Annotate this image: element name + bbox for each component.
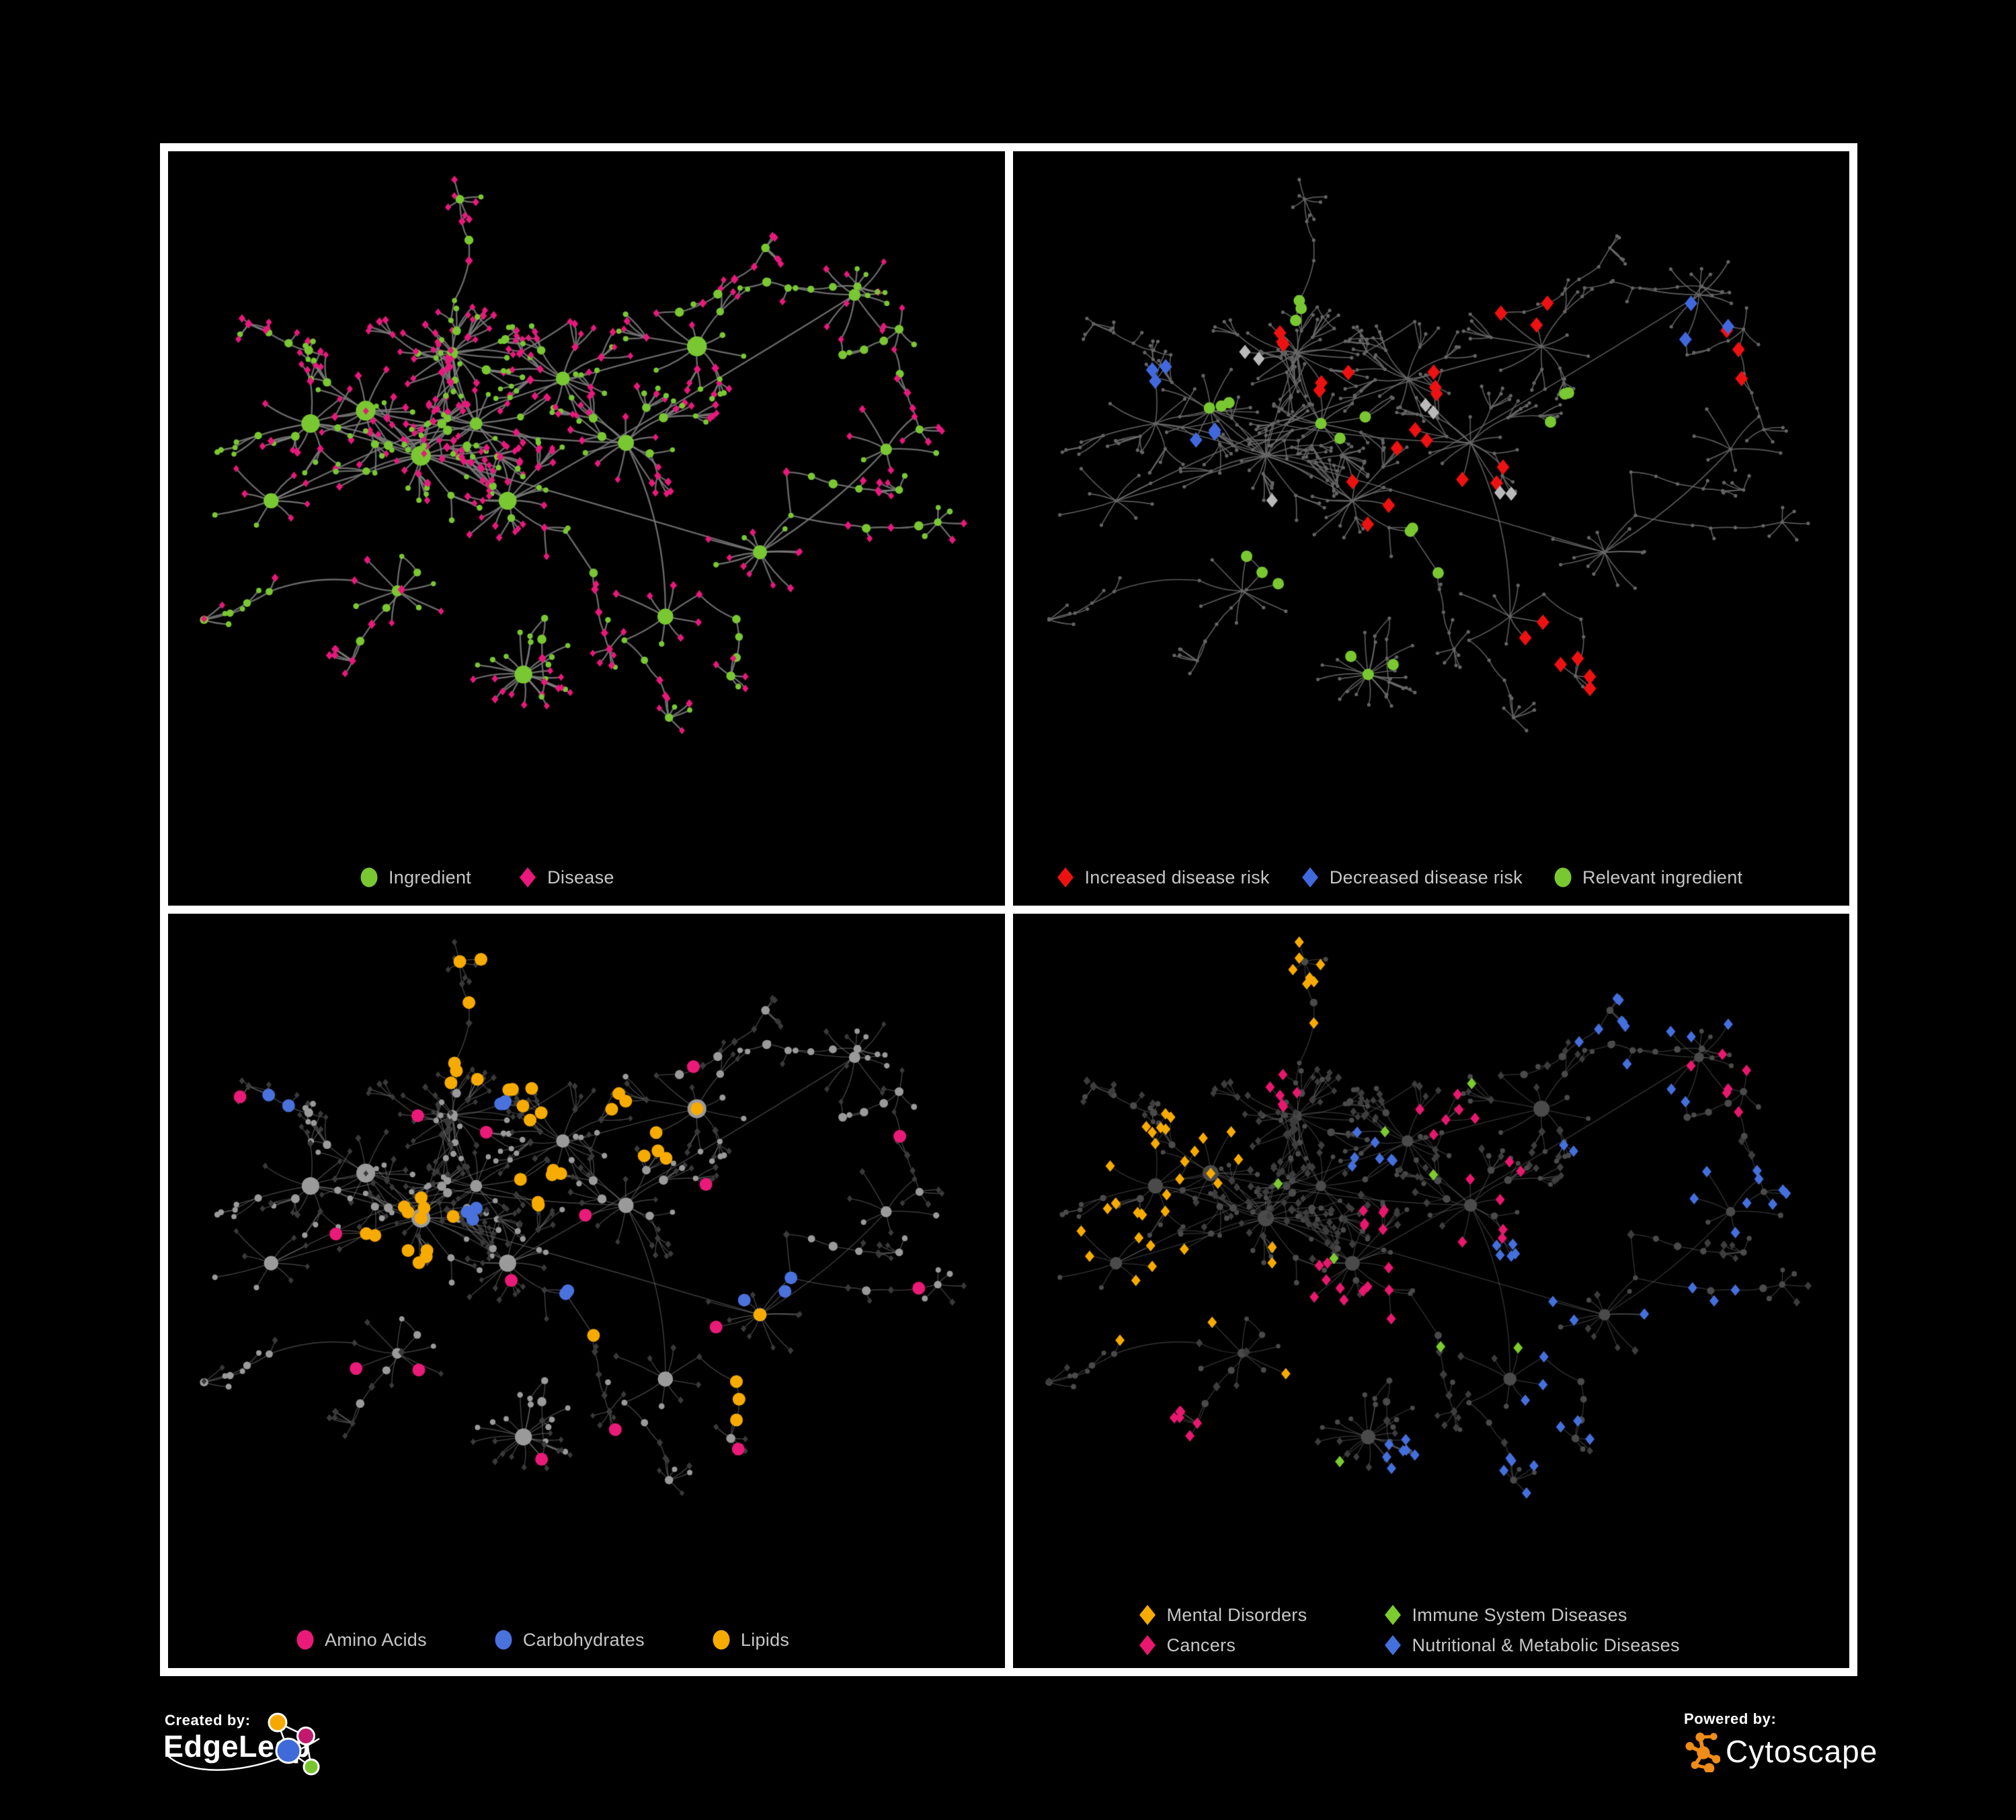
- edgeleap-node-orange: [268, 1712, 288, 1733]
- network-canvas-nutrient-classes: [168, 914, 1005, 1668]
- cytoscape-branding: Powered by: Cytoscape: [1684, 1710, 1878, 1788]
- edgeleap-node-blue: [275, 1737, 302, 1764]
- legend-item-decreased-disease-risk: Decreased disease risk: [1301, 867, 1523, 888]
- legend-item-disease: Disease: [518, 867, 614, 888]
- legend-item-cancers: Cancers: [1138, 1634, 1383, 1656]
- legend-label: Mental Disorders: [1166, 1604, 1307, 1625]
- edgeleap-node-green: [303, 1758, 320, 1776]
- legend-label: Amino Acids: [325, 1629, 427, 1650]
- circle-marker-icon: [1554, 867, 1572, 887]
- legend-label: Increased disease risk: [1084, 867, 1270, 887]
- legend-disease-classes: Mental Disorders Immune System Diseases Ca…: [1138, 1604, 1680, 1656]
- legend-label: Ingredient: [389, 867, 472, 887]
- edgeleap-node-magenta: [296, 1727, 315, 1745]
- legend-label: Cancers: [1166, 1634, 1236, 1655]
- diamond-marker-icon: [1384, 1635, 1401, 1655]
- circle-marker-icon: [360, 867, 378, 887]
- circle-marker-icon: [296, 1630, 314, 1650]
- diamond-marker-icon: [1139, 1605, 1156, 1625]
- panel-nutrient-classes: Amino Acids Carbohydrates Lipids: [168, 914, 1005, 1668]
- edgeleap-logo-icon: [165, 1712, 320, 1776]
- legend-item-mental-disorders: Mental Disorders: [1138, 1604, 1383, 1626]
- diamond-marker-icon: [1139, 1635, 1156, 1655]
- figure-frame: Ingredient Disease Increased disease risk…: [160, 143, 1857, 1676]
- legend-label: Decreased disease risk: [1329, 867, 1523, 887]
- network-canvas-disease-risk: [1012, 151, 1849, 906]
- legend-item-increased-disease-risk: Increased disease risk: [1056, 867, 1270, 888]
- legend-label: Disease: [547, 867, 614, 887]
- legend-item-amino-acids: Amino Acids: [296, 1629, 427, 1651]
- diamond-marker-icon: [1384, 1605, 1401, 1625]
- legend-item-nutritional-metabolic-diseases: Nutritional & Metabolic Diseases: [1383, 1634, 1680, 1656]
- network-canvas-ingredient-disease: [168, 151, 1005, 906]
- edgeleap-branding: Created by: EdgeLeap: [163, 1712, 333, 1786]
- legend-disease-risk: Increased disease risk Decreased disease …: [1056, 867, 1743, 888]
- cytoscape-wordmark: Cytoscape: [1726, 1734, 1878, 1769]
- legend-item-lipids: Lipids: [712, 1629, 789, 1651]
- legend-label: Relevant ingredient: [1582, 867, 1743, 887]
- diamond-marker-icon: [1057, 867, 1074, 887]
- diamond-marker-icon: [520, 867, 536, 887]
- panel-disease-classes: Mental Disorders Immune System Diseases Ca…: [1012, 914, 1849, 1668]
- legend-item-ingredient: Ingredient: [360, 867, 471, 888]
- legend-item-carbohydrates: Carbohydrates: [494, 1629, 645, 1651]
- legend-label: Carbohydrates: [522, 1629, 645, 1650]
- panel-ingredient-disease: Ingredient Disease: [168, 151, 1005, 906]
- panel-disease-risk: Increased disease risk Decreased disease …: [1012, 151, 1849, 906]
- legend-label: Lipids: [740, 1629, 790, 1650]
- network-canvas-disease-classes: [1012, 914, 1849, 1668]
- created-by-label: Created by:: [165, 1712, 251, 1729]
- circle-marker-icon: [495, 1630, 512, 1650]
- legend-ingredient-disease: Ingredient Disease: [360, 867, 614, 888]
- legend-label: Nutritional & Metabolic Diseases: [1412, 1634, 1680, 1655]
- circle-marker-icon: [713, 1630, 730, 1650]
- cytoscape-logo-icon: [1685, 1733, 1720, 1772]
- legend-nutrient-classes: Amino Acids Carbohydrates Lipids: [296, 1629, 789, 1651]
- powered-by-label: Powered by:: [1684, 1710, 1777, 1727]
- diamond-marker-icon: [1301, 867, 1318, 887]
- legend-item-relevant-ingredient: Relevant ingredient: [1554, 867, 1742, 888]
- legend-item-immune-system-diseases: Immune System Diseases: [1383, 1604, 1680, 1626]
- legend-label: Immune System Diseases: [1412, 1604, 1627, 1625]
